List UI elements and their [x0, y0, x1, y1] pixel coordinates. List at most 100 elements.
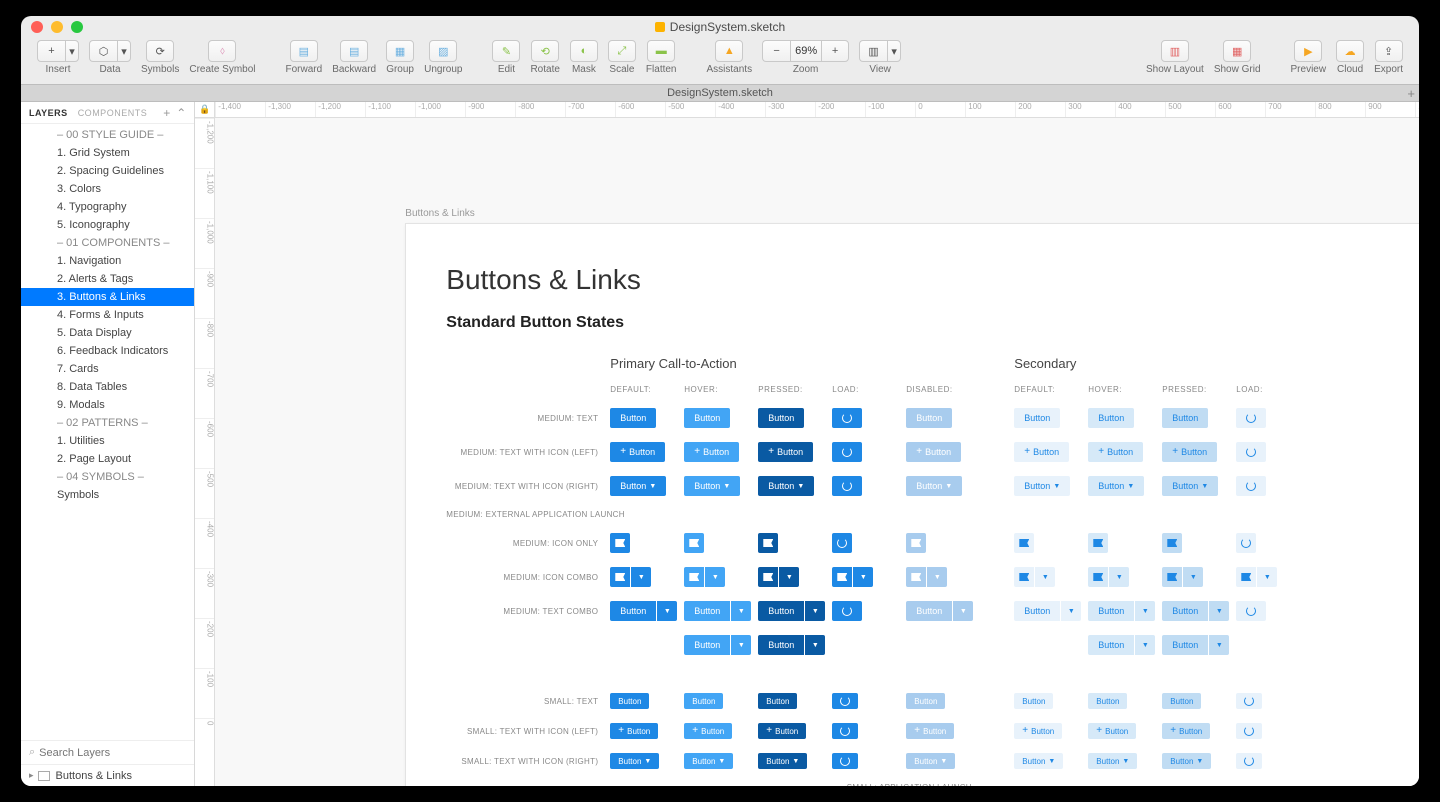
sample-split-button[interactable]: Button▼ [758, 635, 825, 655]
sample-button[interactable]: Button▼ [906, 476, 962, 496]
insert-button[interactable]: + [37, 40, 65, 62]
sample-button[interactable]: Button [1088, 408, 1134, 428]
sample-button[interactable]: Button [1088, 693, 1127, 709]
current-artboard-row[interactable]: ▸ Buttons & Links [21, 764, 194, 786]
sample-split-button[interactable]: Button▼ [1162, 635, 1229, 655]
backward-button[interactable]: ▤ [340, 40, 368, 62]
sample-icon-button[interactable] [684, 533, 704, 553]
show-grid-button[interactable]: ▦ [1223, 40, 1251, 62]
sample-button[interactable]: Button▼ [1014, 476, 1070, 496]
sample-button[interactable]: +Button [1162, 723, 1210, 739]
assistants-button[interactable]: ▲ [715, 40, 743, 62]
sample-button[interactable]: Button [758, 693, 797, 709]
sample-button[interactable]: Button [1014, 408, 1060, 428]
layer-item[interactable]: 4. Typography [21, 198, 194, 216]
sample-button-loading[interactable] [832, 442, 862, 462]
layer-item[interactable]: 1. Utilities [21, 432, 194, 450]
sample-button-loading[interactable] [832, 408, 862, 428]
sample-button[interactable]: +Button [758, 723, 806, 739]
layer-item[interactable]: – 01 COMPONENTS – [21, 234, 194, 252]
sample-button-loading[interactable] [832, 723, 858, 739]
sample-split-button[interactable]: Button▼ [1162, 601, 1229, 621]
add-page-icon[interactable]: + [163, 106, 170, 120]
ungroup-button[interactable]: ▨ [429, 40, 457, 62]
sample-button[interactable]: Button [610, 693, 649, 709]
sample-button-loading[interactable] [1236, 693, 1262, 709]
sample-button[interactable]: Button▼ [906, 753, 955, 769]
sample-split-button[interactable]: ▼ [684, 567, 725, 587]
sample-icon-button[interactable] [832, 533, 852, 553]
create-symbol-button[interactable]: ⬨ [208, 40, 236, 62]
close-button[interactable] [31, 21, 43, 33]
sample-button-loading[interactable] [832, 476, 862, 496]
sample-button-loading[interactable] [832, 601, 862, 621]
layer-item[interactable]: 2. Alerts & Tags [21, 270, 194, 288]
collapse-icon[interactable]: ⌃ [176, 106, 186, 120]
sample-split-button[interactable]: Button▼ [1088, 635, 1155, 655]
export-button[interactable]: ⇪ [1375, 40, 1403, 62]
sample-split-button[interactable]: ▼ [1014, 567, 1055, 587]
zoom-out-button[interactable]: − [762, 40, 790, 62]
sample-button[interactable]: +Button [1014, 723, 1062, 739]
sample-icon-button[interactable] [610, 533, 630, 553]
layer-item[interactable]: 3. Buttons & Links [21, 288, 194, 306]
sample-icon-button[interactable] [906, 533, 926, 553]
sample-split-button[interactable]: ▼ [906, 567, 947, 587]
edit-button[interactable]: ✎ [492, 40, 520, 62]
sample-split-button[interactable]: ▼ [610, 567, 651, 587]
layer-item[interactable]: 1. Grid System [21, 144, 194, 162]
search-input[interactable] [39, 747, 186, 759]
layer-item[interactable]: – 00 STYLE GUIDE – [21, 126, 194, 144]
flatten-button[interactable]: ▬ [647, 40, 675, 62]
sample-split-button[interactable]: Button▼ [1088, 601, 1155, 621]
zoom-display[interactable]: 69% [790, 40, 821, 62]
sample-button[interactable]: Button▼ [1088, 753, 1137, 769]
layer-item[interactable]: – 02 PATTERNS – [21, 414, 194, 432]
sample-button-loading[interactable] [832, 753, 858, 769]
sample-button[interactable]: Button [610, 408, 656, 428]
sample-button[interactable]: +Button [1014, 442, 1069, 462]
layer-item[interactable]: 5. Data Display [21, 324, 194, 342]
canvas-scroll[interactable]: Buttons & Links Buttons & Links Standard… [215, 118, 1419, 786]
disclosure-icon[interactable]: ▸ [29, 770, 34, 781]
sample-button-loading[interactable] [1236, 442, 1266, 462]
sample-button[interactable]: Button [758, 408, 804, 428]
sample-button[interactable]: Button▼ [758, 476, 814, 496]
ruler-lock-icon[interactable]: 🔒 [195, 102, 215, 118]
preview-button[interactable]: ▶ [1294, 40, 1322, 62]
sample-button[interactable]: +Button [1162, 442, 1217, 462]
sample-icon-button[interactable] [1236, 533, 1256, 553]
sample-button[interactable]: Button▼ [1088, 476, 1144, 496]
artboard[interactable]: Buttons & Links Standard Button States P… [405, 223, 1419, 786]
sample-split-button[interactable]: Button▼ [906, 601, 973, 621]
sample-button[interactable]: Button [906, 408, 952, 428]
layer-item[interactable]: 5. Iconography [21, 216, 194, 234]
sample-button-loading[interactable] [832, 693, 858, 709]
sample-button[interactable]: +Button [1088, 442, 1143, 462]
sample-icon-button[interactable] [1162, 533, 1182, 553]
sample-button[interactable]: Button▼ [1162, 753, 1211, 769]
sample-button[interactable]: +Button [610, 723, 658, 739]
maximize-button[interactable] [71, 21, 83, 33]
rotate-button[interactable]: ⟲ [531, 40, 559, 62]
sample-button[interactable]: +Button [758, 442, 813, 462]
sample-split-button[interactable]: Button▼ [684, 635, 751, 655]
sample-split-button[interactable]: Button▼ [758, 601, 825, 621]
layer-item[interactable]: 6. Feedback Indicators [21, 342, 194, 360]
sample-button-loading[interactable] [1236, 601, 1266, 621]
sample-button[interactable]: Button▼ [684, 476, 740, 496]
mask-button[interactable]: ◐ [570, 40, 598, 62]
sample-button[interactable]: +Button [906, 723, 954, 739]
sample-button[interactable]: Button▼ [1014, 753, 1063, 769]
sample-split-button[interactable]: ▼ [1162, 567, 1203, 587]
sample-split-button[interactable]: Button▼ [684, 601, 751, 621]
sample-button[interactable]: Button [906, 693, 945, 709]
scale-button[interactable]: ⤢ [608, 40, 636, 62]
data-button[interactable]: ⬡ [89, 40, 117, 62]
layer-item[interactable]: 2. Page Layout [21, 450, 194, 468]
sample-split-button[interactable]: ▼ [758, 567, 799, 587]
sample-button[interactable]: +Button [684, 442, 739, 462]
symbols-button[interactable]: ⟳ [146, 40, 174, 62]
layer-item[interactable]: – 04 SYMBOLS – [21, 468, 194, 486]
layer-item[interactable]: 3. Colors [21, 180, 194, 198]
